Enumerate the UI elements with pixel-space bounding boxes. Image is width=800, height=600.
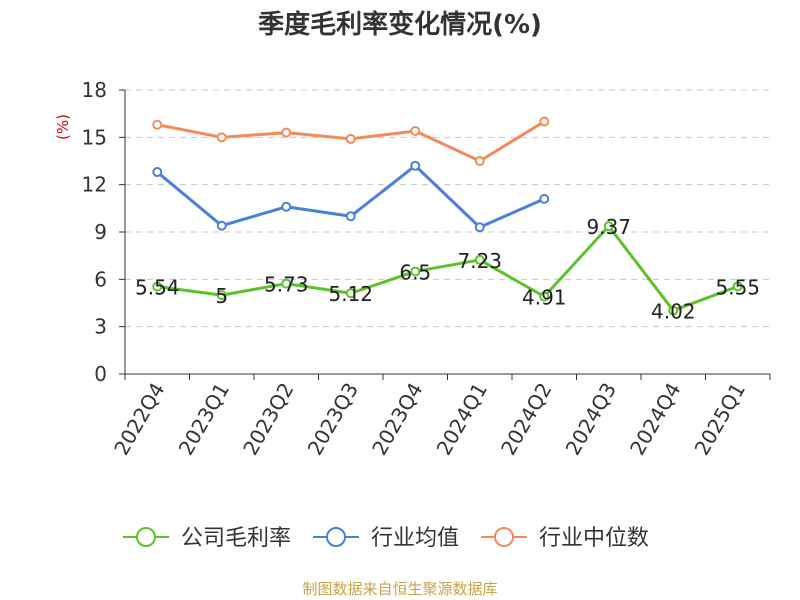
data-point <box>539 291 550 302</box>
data-label: 9.37 <box>586 215 631 239</box>
y-tick-label: 12 <box>82 173 107 197</box>
x-tick-label: 2023Q2 <box>238 379 298 460</box>
x-tick-label: 2024Q3 <box>561 379 621 460</box>
data-point <box>410 126 421 137</box>
x-tick-label: 2024Q4 <box>625 379 685 460</box>
data-point <box>281 127 292 138</box>
legend-label: 行业均值 <box>371 526 459 551</box>
data-point <box>539 193 550 204</box>
data-point <box>345 288 356 299</box>
x-tick-label: 2024Q2 <box>496 379 556 460</box>
legend-marker <box>326 527 347 547</box>
y-tick-label: 9 <box>94 220 107 244</box>
data-point <box>474 254 485 265</box>
data-label: 5.73 <box>264 273 309 297</box>
data-point <box>345 211 356 222</box>
legend-label: 行业中位数 <box>539 526 649 551</box>
data-point <box>281 278 292 289</box>
y-tick-label: 6 <box>94 267 107 291</box>
data-label: 7.23 <box>457 249 502 273</box>
x-tick-label: 2023Q3 <box>303 379 363 460</box>
data-point <box>732 281 743 292</box>
data-point <box>281 201 292 212</box>
x-tick-label: 2022Q4 <box>109 379 169 460</box>
y-axis-label: (%) <box>54 114 72 140</box>
data-label: 5.12 <box>328 282 373 306</box>
data-point <box>216 290 227 301</box>
legend-marker <box>494 527 515 547</box>
data-point <box>216 220 227 231</box>
data-label: 5 <box>215 284 228 308</box>
x-tick-label: 2025Q1 <box>690 379 750 460</box>
chart-title: 季度毛利率变化情况(%) <box>258 10 542 40</box>
x-tick-label: 2023Q1 <box>174 379 234 460</box>
data-point <box>152 167 163 178</box>
data-label: 5.54 <box>135 276 180 300</box>
data-point <box>152 119 163 130</box>
data-point <box>474 222 485 233</box>
data-point <box>668 305 679 316</box>
data-label: 4.91 <box>522 286 567 310</box>
data-point <box>345 133 356 144</box>
legend-marker <box>136 527 156 547</box>
data-point <box>410 160 421 171</box>
data-point <box>152 281 163 292</box>
data-point <box>539 116 550 127</box>
series-line <box>157 224 739 313</box>
data-label: 5.55 <box>715 275 760 299</box>
data-point <box>216 132 227 143</box>
data-label: 6.5 <box>399 260 431 284</box>
y-tick-label: 18 <box>82 78 107 102</box>
data-point <box>474 156 485 166</box>
data-point <box>410 266 421 277</box>
y-tick-label: 15 <box>82 125 107 149</box>
source-note: 制图数据来自恒生聚源数据库 <box>302 580 498 598</box>
x-tick-label: 2023Q4 <box>367 379 427 460</box>
data-label: 4.02 <box>651 300 696 324</box>
y-tick-label: 0 <box>94 362 107 386</box>
legend-label: 公司毛利率 <box>181 526 291 551</box>
data-point <box>603 221 614 232</box>
y-tick-label: 3 <box>94 315 107 339</box>
x-tick-label: 2024Q1 <box>432 379 492 460</box>
